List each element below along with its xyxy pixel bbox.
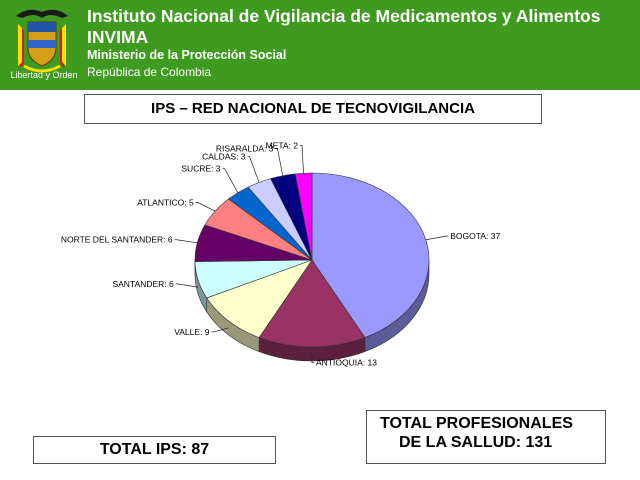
total-professionals-line1: TOTAL PROFESIONALES <box>380 415 573 432</box>
pie-label-caldas: CALDAS: 3 <box>202 151 246 161</box>
pie-side-walls <box>194 259 430 362</box>
slide-title: IPS – RED NACIONAL DE TECNOVIGILANCIA <box>84 94 542 124</box>
pie-leader-line <box>300 145 304 174</box>
header-banner: Libertad y Orden Instituto Nacional de V… <box>0 0 640 90</box>
pie-label-meta: META: 2 <box>266 141 299 151</box>
header-title-line2: INVIMA <box>87 27 149 47</box>
pie-labels: BOGOTA: 37 ANTIOQUIA: 13 VALLE: 9 SANTANDER… <box>61 141 501 368</box>
header-ministry: Ministerio de la Protección Social <box>87 48 287 62</box>
pie-leader-line <box>247 156 260 183</box>
pie-label-valle: VALLE: 9 <box>174 327 210 337</box>
colombia-coat-of-arms-icon <box>16 9 68 73</box>
pie-slice-valle <box>206 259 313 338</box>
pie-label-bogota: BOGOTA: 37 <box>450 231 500 241</box>
pie-leader-line <box>311 354 314 364</box>
pie-leader-line <box>211 327 229 333</box>
header-title: Instituto Nacional de Vigilancia de Medi… <box>87 6 600 48</box>
header-title-line1: Instituto Nacional de Vigilancia de Medi… <box>87 6 601 26</box>
pie-leader-line <box>174 239 198 244</box>
pie-slice-bogota <box>311 172 430 338</box>
total-ips-box: TOTAL IPS: 87 <box>33 436 276 464</box>
total-professionals-box: TOTAL PROFESIONALES DE LA SALLUD: 131 <box>366 410 606 464</box>
pie-chart: BOGOTA: 37 ANTIOQUIA: 13 VALLE: 9 SANTANDER… <box>61 141 501 368</box>
seal-motto: Libertad y Orden <box>10 70 78 80</box>
pie-slice-antioquia <box>258 259 366 348</box>
pie-leader-line <box>195 202 216 212</box>
pie-label-santander: SANTANDER: 6 <box>112 279 174 289</box>
pie-leader-line <box>175 283 199 288</box>
header-country: República de Colombia <box>87 65 212 79</box>
pie-label-antioquia: ANTIOQUIA: 13 <box>316 358 377 368</box>
pie-leader-line <box>425 235 449 241</box>
pie-label-sucre: SUCRE: 3 <box>181 164 220 174</box>
pie-leader-line <box>222 168 239 193</box>
pie-slice-meta <box>294 172 313 261</box>
pie-label-norte-del-santander: NORTE DEL SANTANDER: 6 <box>61 235 173 245</box>
pie-label-atlantico: ATLANTICO: 5 <box>137 197 194 207</box>
pie-label-risaralda: RISARALDA: 3 <box>216 144 274 154</box>
pie-leader-line <box>275 148 284 176</box>
total-professionals-line2: DE LA SALLUD: 131 <box>399 434 553 451</box>
pie-slices <box>194 172 430 348</box>
